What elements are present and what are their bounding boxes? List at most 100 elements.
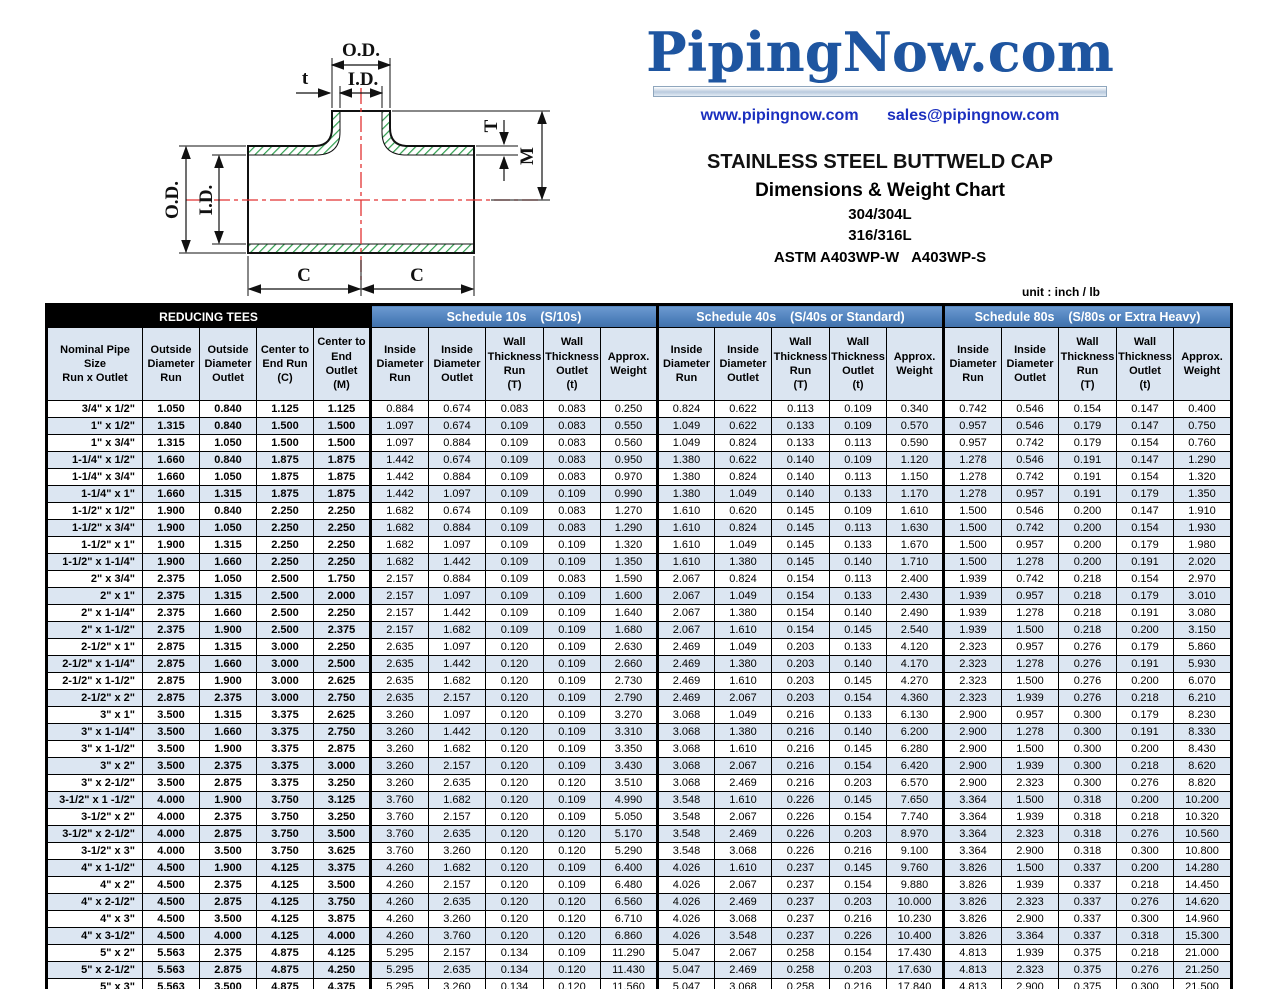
column-header: Inside Diameter Run (943, 327, 1002, 401)
table-cell: 0.140 (829, 604, 887, 622)
table-cell: 1.278 (1001, 604, 1059, 622)
table-cell: 3.500 (199, 842, 257, 860)
tee-outline (247, 110, 475, 254)
column-header: Inside Diameter Run (657, 327, 715, 401)
table-cell: 0.226 (771, 825, 830, 843)
table-cell: 0.083 (543, 417, 601, 435)
table-cell: 1.049 (714, 706, 772, 724)
table-cell: 3.760 (428, 927, 486, 945)
table-cell: 1.278 (943, 468, 1002, 486)
table-cell: 4.260 (370, 876, 429, 894)
table-cell: 1.682 (428, 740, 486, 758)
table-cell: 8.820 (1173, 774, 1232, 792)
table-cell: 2.250 (313, 553, 372, 571)
table-cell: 0.300 (1058, 774, 1117, 792)
table-cell: 2.250 (313, 604, 372, 622)
table-cell: 4.260 (370, 893, 429, 911)
table-cell: 3.260 (370, 757, 429, 775)
table-cell: 0.216 (829, 978, 887, 989)
table-cell: 1.278 (1001, 553, 1059, 571)
table-cell: 1.097 (428, 638, 486, 656)
table-cell: 2.500 (256, 621, 314, 639)
table-cell: 3.375 (256, 774, 314, 792)
table-cell: 1.500 (313, 417, 372, 435)
table-cell: 0.250 (600, 400, 659, 418)
table-cell: 0.318 (1058, 808, 1117, 826)
table-cell: 0.109 (543, 706, 601, 724)
email-link[interactable]: sales@pipingnow.com (887, 107, 1060, 124)
site-logo[interactable]: PipingNow.com (646, 20, 1114, 84)
table-cell: 1.049 (657, 417, 715, 435)
table-cell: 1.600 (600, 587, 659, 605)
table-cell: 1.290 (600, 519, 659, 537)
table-cell: 0.203 (829, 825, 887, 843)
dimensions-table: REDUCING TEES Schedule 10s (S/10s) Schedul… (45, 303, 1233, 989)
table-cell: 7.740 (886, 808, 945, 826)
table-cell: 4.026 (657, 893, 715, 911)
table-cell: 1.660 (142, 451, 200, 469)
table-cell: 0.154 (771, 604, 830, 622)
table-cell: 0.083 (543, 400, 601, 418)
table-cell: 5.930 (1173, 655, 1232, 673)
table-cell: 4.120 (886, 638, 945, 656)
table-cell: 0.884 (428, 519, 486, 537)
table-cell: 7.650 (886, 791, 945, 809)
table-cell: 0.674 (428, 451, 486, 469)
table-cell: 3-1/2" x 2-1/2" (46, 825, 143, 843)
table-cell: 3" x 1" (46, 706, 143, 724)
table-cell: 0.120 (543, 893, 601, 911)
table-cell: 0.179 (1058, 417, 1117, 435)
table-cell: 1.875 (256, 468, 314, 486)
table-cell: 0.216 (771, 757, 830, 775)
table-cell: 1.315 (142, 417, 200, 435)
website-link[interactable]: www.pipingnow.com (700, 107, 859, 124)
table-cell: 1.610 (714, 672, 772, 690)
table-cell: 0.120 (543, 961, 601, 979)
table-cell: 0.134 (485, 944, 544, 962)
table-cell: 0.179 (1116, 536, 1174, 554)
table-cell: 0.120 (543, 910, 601, 928)
table-cell: 1.930 (1173, 519, 1232, 537)
table-cell: 4.250 (313, 961, 372, 979)
table-cell: 0.109 (543, 808, 601, 826)
table-cell: 1.442 (428, 723, 486, 741)
dim-label-id-left: I.D. (196, 185, 217, 216)
table-cell: 2.250 (256, 502, 314, 520)
table-cell: 0.546 (1001, 451, 1059, 469)
table-cell: 2.635 (370, 689, 429, 707)
table-cell: 4.125 (256, 859, 314, 877)
table-cell: 1.939 (943, 570, 1002, 588)
table-cell: 1.125 (313, 400, 372, 418)
table-cell: 0.226 (771, 808, 830, 826)
table-cell: 2.323 (1001, 893, 1059, 911)
table-cell: 2-1/2" x 2" (46, 689, 143, 707)
table-cell: 0.300 (1058, 723, 1117, 741)
table-cell: 1.900 (199, 740, 257, 758)
table-cell: 0.109 (829, 502, 887, 520)
table-row: 2-1/2" x 1-1/2" 2.875 1.900 3.000 2.625 2.635… (46, 672, 1232, 690)
table-cell: 2.730 (600, 672, 659, 690)
table-row: 3" x 2-1/2" 3.500 2.875 3.375 3.250 3.260 2.63… (46, 774, 1232, 792)
table-row: 2" x 1-1/4" 2.375 1.660 2.500 2.250 2.157 1.44… (46, 604, 1232, 622)
table-cell: 0.083 (485, 400, 544, 418)
table-cell: 2.250 (313, 519, 372, 537)
table-cell: 3.750 (313, 893, 372, 911)
table-cell: 3.500 (142, 757, 200, 775)
table-row: 4" x 1-1/2" 4.500 1.900 4.125 3.375 4.260 1.68… (46, 859, 1232, 877)
table-cell: 0.276 (1116, 774, 1174, 792)
table-cell: 9.880 (886, 876, 945, 894)
table-cell: 3.000 (256, 638, 314, 656)
table-cell: 0.300 (1058, 706, 1117, 724)
table-cell: 0.154 (771, 570, 830, 588)
table-cell: 3/4" x 1/2" (46, 400, 143, 418)
dim-label-od-left: O.D. (162, 181, 183, 219)
table-cell: 1.660 (142, 485, 200, 503)
table-cell: 0.203 (771, 655, 830, 673)
table-cell: 2-1/2" x 1-1/2" (46, 672, 143, 690)
table-cell: 21.500 (1173, 978, 1232, 989)
table-cell: 0.590 (886, 434, 945, 452)
table-cell: 2.469 (714, 825, 772, 843)
table-cell: 0.145 (829, 672, 887, 690)
table-cell: 2.540 (886, 621, 945, 639)
table-cell: 21.000 (1173, 944, 1232, 962)
